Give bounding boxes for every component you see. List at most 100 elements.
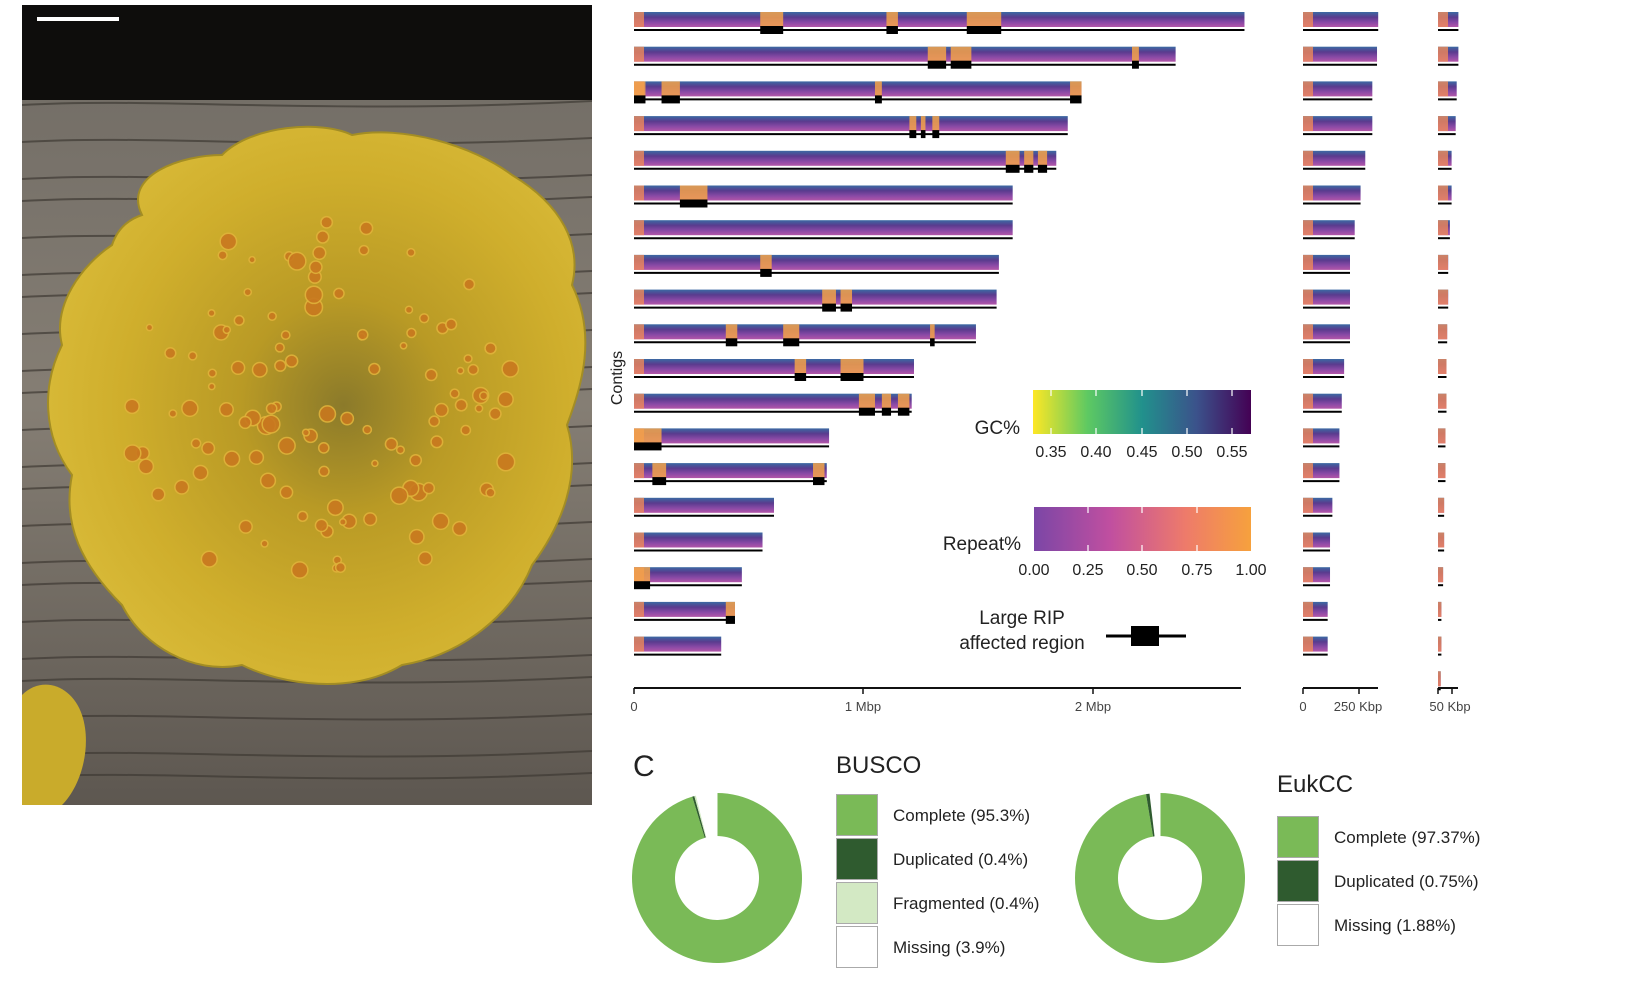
main-rip-region-1-3 xyxy=(966,26,1002,34)
main-contig-16 xyxy=(634,532,763,548)
eukcc-label-duplicated: Duplicated (0.75%) xyxy=(1334,872,1479,891)
main-rip-region-18-1 xyxy=(725,615,735,624)
mid-contig-1 xyxy=(1303,12,1379,27)
main-rip-region-13-1 xyxy=(634,442,662,451)
main-rip-region-14-1 xyxy=(652,477,667,486)
mid-contig-11 xyxy=(1303,359,1345,374)
mid-contig-3 xyxy=(1303,81,1373,97)
lichen-thallus xyxy=(47,125,587,685)
main-rip-region-5-1 xyxy=(1005,164,1020,173)
eukcc-slice-duplicated xyxy=(1146,793,1156,837)
main-contig-9 xyxy=(634,289,997,305)
repeat-tick-3: 0.75 xyxy=(1181,562,1212,579)
busco-swatch-missing xyxy=(836,926,878,968)
scale-bar xyxy=(37,17,119,21)
main-rip-region-4-3 xyxy=(932,130,940,139)
mid-contig-5 xyxy=(1303,150,1366,166)
main-rip-region-2-3 xyxy=(1132,60,1139,69)
repeat-tick-2: 0.50 xyxy=(1126,562,1157,579)
lichen-photo xyxy=(22,5,592,805)
mid-contig-7 xyxy=(1303,220,1355,236)
main-rip-region-5-2 xyxy=(1024,164,1034,173)
mid-contig-9 xyxy=(1303,289,1350,305)
main-rip-region-4-2 xyxy=(920,130,926,139)
main-axis-tick-2: 2 Mbp xyxy=(1075,699,1111,714)
main-contig-14 xyxy=(634,463,827,479)
gc-tick-4: 0.55 xyxy=(1216,444,1247,461)
main-rip-region-12-3 xyxy=(897,407,910,416)
main-rip-region-11-2 xyxy=(840,373,864,381)
main-axis-tick-0: 0 xyxy=(630,699,637,714)
eukcc-label-complete: Complete (97.37%) xyxy=(1334,828,1481,847)
main-rip-region-12-2 xyxy=(881,407,892,416)
eukcc-swatch-duplicated xyxy=(1277,860,1319,902)
main-rip-region-9-1 xyxy=(822,303,836,312)
main-rip-region-4-1 xyxy=(909,130,917,139)
main-rip-region-10-3 xyxy=(930,338,935,347)
busco-label-complete: Complete (95.3%) xyxy=(893,806,1031,825)
main-rip-region-17-1 xyxy=(634,581,651,590)
gc-tick-2: 0.45 xyxy=(1126,444,1157,461)
main-rip-region-3-3 xyxy=(874,95,882,104)
main-axis-tick-1: 1 Mbp xyxy=(845,699,881,714)
eukcc-slice-complete xyxy=(1075,793,1246,963)
main-contig-18 xyxy=(634,601,735,617)
busco-label-duplicated: Duplicated (0.4%) xyxy=(893,850,1029,869)
main-rip-region-8-1 xyxy=(760,268,772,277)
main-rip-region-2-1 xyxy=(927,60,947,69)
eukcc-swatch-missing xyxy=(1277,904,1319,946)
busco-slice-missing xyxy=(695,792,718,838)
eukcc-donut xyxy=(1075,792,1246,963)
mid-contig-10 xyxy=(1303,324,1350,340)
main-rip-region-2-2 xyxy=(950,60,972,69)
contigs-small-track xyxy=(1438,12,1459,691)
busco-slice-complete xyxy=(632,793,803,963)
main-contig-6 xyxy=(634,185,1013,201)
main-rip-region-6-1 xyxy=(679,199,708,208)
mid-axis-tick-1: 250 Kbp xyxy=(1334,699,1382,714)
main-rip-region-3-2 xyxy=(661,95,680,104)
rip-legend-line2: affected region xyxy=(959,633,1084,654)
main-contig-5 xyxy=(634,150,1057,166)
panel-c-letter: C xyxy=(633,750,655,783)
busco-slice-duplicated xyxy=(692,796,706,838)
eukcc-swatch-complete xyxy=(1277,816,1319,858)
main-contig-7 xyxy=(634,220,1013,236)
contigs-mid-track xyxy=(1303,12,1379,656)
mid-contig-6 xyxy=(1303,185,1361,201)
main-contig-1 xyxy=(634,12,1245,27)
repeat-tick-0: 0.00 xyxy=(1018,562,1049,579)
main-rip-region-3-1 xyxy=(634,95,646,104)
contigs-main-track xyxy=(634,12,1245,656)
gc-tick-3: 0.50 xyxy=(1171,444,1202,461)
main-rip-region-3-4 xyxy=(1070,95,1082,104)
main-contig-15 xyxy=(634,497,774,513)
repeat-tick-1: 0.25 xyxy=(1072,562,1103,579)
mid-contig-2 xyxy=(1303,46,1378,62)
eukcc-slice-missing xyxy=(1149,792,1161,837)
eukcc-title: EukCC xyxy=(1277,771,1354,798)
main-contig-19 xyxy=(634,636,722,652)
main-contig-3 xyxy=(634,81,1082,97)
main-rip-region-12-1 xyxy=(858,407,875,416)
main-contig-13 xyxy=(634,428,830,444)
main-rip-region-9-2 xyxy=(840,303,853,312)
main-rip-region-1-1 xyxy=(760,26,784,34)
main-rip-region-10-2 xyxy=(783,338,800,347)
busco-swatch-complete xyxy=(836,794,878,836)
main-contig-12 xyxy=(634,393,912,409)
main-rip-region-14-2 xyxy=(813,477,825,486)
mid-contig-8 xyxy=(1303,254,1350,270)
main-rip-region-11-1 xyxy=(794,373,807,381)
gc-colorbar xyxy=(1033,390,1251,434)
busco-swatch-fragmented xyxy=(836,882,878,924)
contigs-axis-label: Contigs xyxy=(609,351,626,405)
main-rip-region-10-1 xyxy=(725,338,738,347)
mid-contig-4 xyxy=(1303,116,1373,132)
busco-label-missing: Missing (3.9%) xyxy=(893,938,1006,957)
busco-slice-fragmented xyxy=(694,795,707,838)
gc-legend-title: GC% xyxy=(975,418,1021,439)
eukcc-label-missing: Missing (1.88%) xyxy=(1334,916,1456,935)
main-rip-region-5-3 xyxy=(1037,164,1048,173)
main-contig-11 xyxy=(634,359,914,374)
